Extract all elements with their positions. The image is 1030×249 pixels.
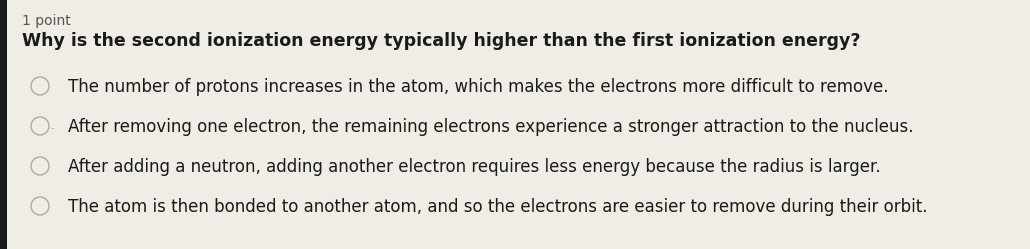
Text: 1 point: 1 point [22, 14, 71, 28]
Text: After removing one electron, the remaining electrons experience a stronger attra: After removing one electron, the remaini… [68, 118, 914, 136]
Ellipse shape [31, 117, 49, 135]
Text: Why is the second ionization energy typically higher than the first ionization e: Why is the second ionization energy typi… [22, 32, 860, 50]
Ellipse shape [31, 197, 49, 215]
Text: After adding a neutron, adding another electron requires less energy because the: After adding a neutron, adding another e… [68, 158, 881, 176]
Text: The number of protons increases in the atom, which makes the electrons more diff: The number of protons increases in the a… [68, 78, 889, 96]
Bar [0, 0, 7, 249]
Ellipse shape [31, 77, 49, 95]
Text: ·: · [52, 123, 55, 136]
Text: The atom is then bonded to another atom, and so the electrons are easier to remo: The atom is then bonded to another atom,… [68, 198, 927, 216]
Ellipse shape [31, 157, 49, 175]
